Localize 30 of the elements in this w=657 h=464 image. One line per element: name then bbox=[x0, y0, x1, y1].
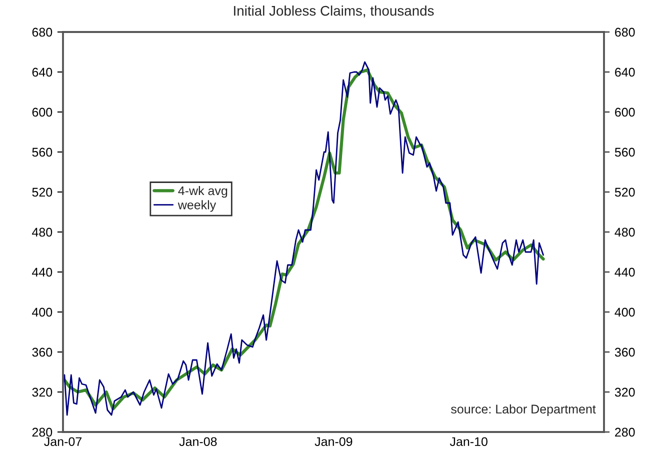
y-tick-label: 520 bbox=[32, 188, 52, 197]
y2-tick-label: 320 bbox=[614, 388, 635, 397]
y-tick-label: 440 bbox=[32, 268, 52, 277]
y2-tick-label: 280 bbox=[615, 428, 635, 437]
y-tick-label: 560 bbox=[32, 148, 52, 157]
y-tick-label: 600 bbox=[32, 108, 52, 117]
y-tick-label: 280 bbox=[32, 428, 52, 437]
y-tick-label: 320 bbox=[32, 388, 52, 397]
legend-label: 4-wk avg bbox=[178, 186, 228, 198]
x-tick-label: Jan-08 bbox=[179, 437, 217, 446]
annotation: source: Labor Department bbox=[451, 404, 596, 416]
y2-tick-label: 640 bbox=[615, 68, 635, 77]
y2-tick-label: 600 bbox=[615, 108, 635, 117]
x-tick-label: Jan-07 bbox=[44, 437, 82, 446]
x-tick-label: Jan-09 bbox=[314, 437, 352, 446]
y2-tick-label: 560 bbox=[614, 148, 635, 157]
y-tick-label: 640 bbox=[32, 68, 52, 77]
y-tick-label: 400 bbox=[32, 308, 52, 317]
y-tick-label: 680 bbox=[32, 28, 52, 37]
y2-tick-label: 480 bbox=[614, 228, 635, 237]
legend-label: weekly bbox=[178, 200, 216, 212]
y2-tick-label: 400 bbox=[614, 308, 635, 317]
y-tick-label: 360 bbox=[32, 348, 52, 357]
y2-tick-label: 360 bbox=[614, 348, 635, 357]
chart-title: Initial Jobless Claims, thousands bbox=[234, 6, 434, 18]
y2-tick-label: 440 bbox=[614, 268, 635, 277]
y2-tick-label: 520 bbox=[614, 188, 635, 197]
y-tick-label: 480 bbox=[32, 228, 52, 237]
x-tick-label: Jan-10 bbox=[450, 437, 488, 446]
y2-tick-label: 680 bbox=[615, 28, 635, 37]
